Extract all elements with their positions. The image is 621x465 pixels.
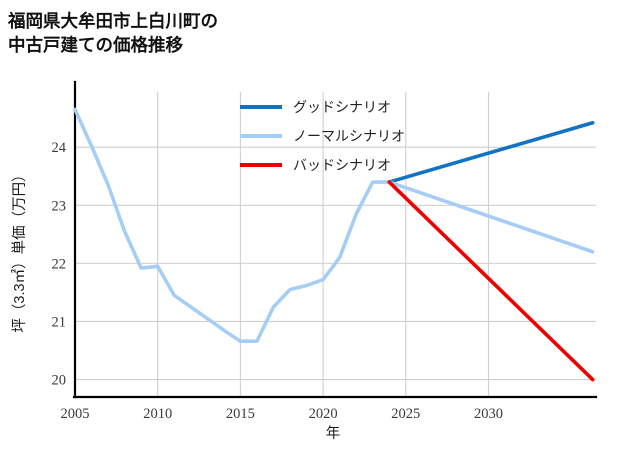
axis-lines (72, 80, 598, 399)
x-tick-label: 2030 (474, 406, 503, 422)
y-axis-tick-labels: 20 21 22 23 24 (52, 140, 67, 388)
legend-label-2: バッドシナリオ (293, 157, 391, 173)
y-axis-title: 坪（3.3㎡）単価（万円） (11, 167, 28, 332)
series-line-bad (387, 180, 595, 382)
y-tick-label: 24 (52, 140, 67, 156)
legend-label-1: ノーマルシナリオ (293, 128, 405, 144)
series-line-good (387, 120, 595, 184)
y-tick-label: 23 (52, 198, 67, 214)
series-lines (73, 107, 595, 382)
y-tick-label: 20 (52, 373, 67, 389)
x-tick-label: 2015 (226, 406, 255, 422)
x-tick-label: 2025 (391, 406, 420, 422)
series-line-normal (73, 107, 595, 344)
y-tick-label: 22 (52, 256, 67, 272)
x-axis-title: 年 (326, 425, 341, 442)
chart-title-line1: 福岡県大牟田市上白川町の (7, 11, 218, 31)
x-tick-label: 2010 (143, 406, 172, 422)
chart-title-line2: 中古戸建ての価格推移 (8, 35, 183, 55)
x-tick-label: 2020 (309, 406, 338, 422)
legend-label-0: グッドシナリオ (293, 99, 391, 115)
x-axis-tick-labels: 2005 2010 2015 2020 2025 2030 (61, 406, 503, 422)
x-tick-label: 2005 (61, 406, 90, 422)
y-tick-label: 21 (52, 314, 67, 330)
